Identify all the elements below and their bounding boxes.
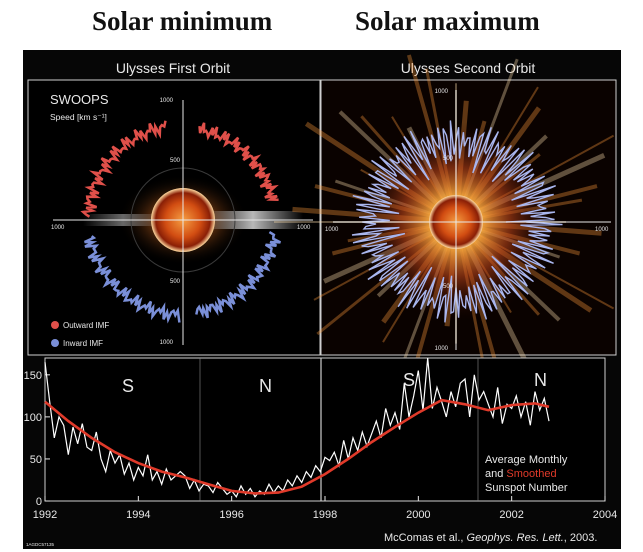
tick-1000-right-min: 1000: [297, 225, 311, 231]
x-tick-label-1992: 1992: [33, 509, 57, 521]
legend-and: and: [485, 468, 503, 480]
outward-imf-trace: [80, 120, 279, 218]
heading-solar-maximum: Solar maximum: [355, 6, 540, 36]
tick-1000-left-min: 1000: [51, 225, 65, 231]
series-smoothed: [44, 398, 550, 495]
annotation-s-2: S: [403, 370, 415, 390]
x-tick-label-2002: 2002: [499, 509, 523, 521]
first-orbit-title: Ulysses First Orbit: [116, 60, 230, 76]
x-tick-label-2000: 2000: [406, 509, 430, 521]
x-tick-label-1996: 1996: [219, 509, 243, 521]
y-tick-label-50: 50: [30, 454, 42, 466]
tick-500-bottom-max: 500: [443, 284, 454, 290]
citation-suffix: , 2003.: [564, 532, 598, 544]
instrument-label: SWOOPS: [50, 92, 109, 107]
heading-solar-minimum: Solar minimum: [92, 6, 273, 36]
inward-imf-trace: [84, 231, 281, 324]
y-tick-label-150: 150: [24, 370, 42, 382]
legend-inward-dot: [51, 339, 59, 347]
citation-journal: Geophys. Res. Lett.: [467, 532, 564, 544]
solar-maximum-polar-plot: 1000 500 500 1000 1000 1000: [274, 54, 615, 390]
sunspot-chart: 0 50 100 150 1992 1994 1996 1998 2000 2002 2004 S…: [24, 357, 617, 521]
legend-inward: Inward IMF: [63, 339, 103, 348]
tick-1000-top-min: 1000: [160, 98, 174, 104]
tick-1000-bottom-max: 1000: [435, 346, 449, 352]
annotation-n-2: N: [534, 370, 547, 390]
speed-label: Speed [km s⁻¹]: [50, 112, 107, 122]
annotation-n-1: N: [259, 376, 272, 396]
figure-svg: Ulysses First Orbit Ulysses Second Orbit…: [24, 54, 617, 547]
tick-1000-left-max: 1000: [325, 227, 339, 233]
legend-line-2: and Smoothed: [485, 468, 557, 480]
tick-1000-right-max: 1000: [595, 227, 609, 233]
legend-line-1: Average Monthly: [485, 454, 568, 466]
tick-1000-bottom-min: 1000: [160, 340, 174, 346]
x-tick-label-1998: 1998: [313, 509, 337, 521]
tick-500-bottom-min: 500: [170, 279, 181, 285]
x-tick-label-2004: 2004: [593, 509, 617, 521]
legend-outward: Outward IMF: [63, 321, 109, 330]
y-tick-label-0: 0: [36, 496, 42, 508]
tick-500-top-max: 500: [443, 156, 454, 162]
legend-line-3: Sunspot Number: [485, 482, 568, 494]
tick-500-top-min: 500: [170, 158, 181, 164]
legend-outward-dot: [51, 321, 59, 329]
figure: Ulysses First Orbit Ulysses Second Orbit…: [23, 50, 621, 549]
citation-prefix: McComas et al.,: [384, 532, 467, 544]
annotation-s-1: S: [122, 376, 134, 396]
citation: McComas et al., Geophys. Res. Lett., 200…: [384, 532, 597, 544]
chart-frame: [44, 357, 606, 502]
x-tick-label-1994: 1994: [126, 509, 150, 521]
image-id: 1AGDC57135: [26, 542, 55, 547]
solar-minimum-polar-plot: 1000 500 500 1000 1000 1000: [51, 98, 313, 346]
y-axis-ticks: 0 50 100 150: [24, 370, 50, 508]
legend-smoothed: Smoothed: [506, 468, 556, 480]
tick-1000-top-max: 1000: [435, 89, 449, 95]
second-orbit-title: Ulysses Second Orbit: [401, 60, 536, 76]
x-axis-ticks: 1992 1994 1996 1998 2000 2002 2004: [33, 496, 617, 521]
y-tick-label-100: 100: [24, 412, 42, 424]
series-average-monthly: [44, 357, 550, 498]
